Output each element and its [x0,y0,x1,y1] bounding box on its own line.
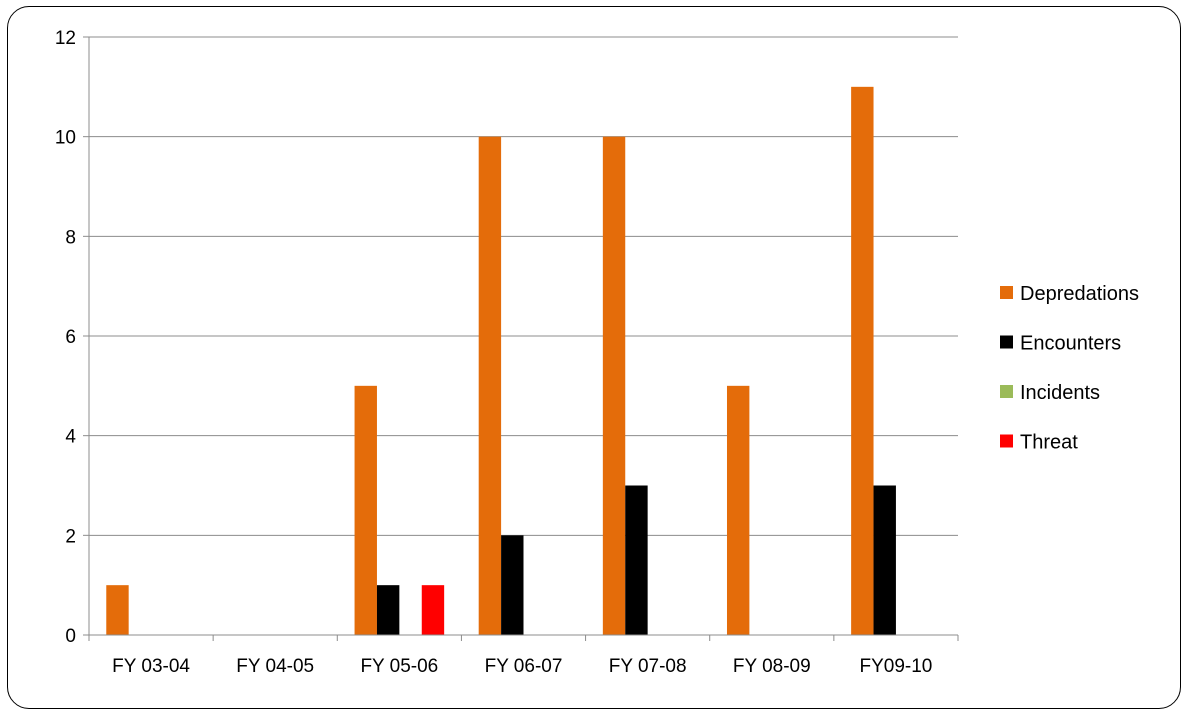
bar-depredations-4 [602,136,626,635]
legend-label-incidents: Incidents [1020,382,1100,404]
legend-swatch-threat [1000,434,1013,448]
x-tick-label: FY 05-06 [360,656,438,677]
legend-label-threat: Threat [1020,432,1078,454]
bar-depredations-2 [354,385,377,635]
y-tick-label: 10 [55,128,76,149]
x-tick-label: FY 08-09 [733,656,811,677]
gridlines [89,36,958,536]
legend-swatch-encounters [1000,335,1013,349]
legend-swatch-depredations [1000,286,1013,299]
bar-encounters-3 [501,535,524,635]
x-tick-label: FY 03-04 [112,656,190,677]
bar-depredations-6 [851,86,874,636]
axes: 0 2 4 6 8 10 12 FY 03-04 FY 04-05 FY 05-06 FY 06-0… [55,28,959,677]
legend-label-encounters: Encounters [1020,333,1121,355]
bar-threat-2 [421,585,445,635]
y-tick-label: 4 [65,427,76,448]
y-tick-label: 2 [65,526,76,547]
legend-label-depredations: Depredations [1020,283,1139,305]
bar-depredations-3 [478,136,502,635]
x-tick-label: FY09-10 [859,656,932,677]
bar-depredations-5 [726,385,750,635]
bar-encounters-4 [625,485,648,635]
legend-swatch-incidents [1000,385,1013,398]
y-tick-label: 8 [65,227,76,248]
y-tick-label: 12 [55,28,76,49]
bar-depredations-0 [106,585,129,635]
bar-encounters-6 [873,485,896,635]
y-tick-label: 0 [65,626,76,647]
bar-encounters-2 [376,585,400,635]
legend: Depredations Encounters Incidents Threat [1000,283,1139,454]
x-tick-label: FY 06-07 [485,656,563,677]
bars [106,86,896,636]
y-tick-label: 6 [65,327,76,348]
x-tick-label: FY 04-05 [236,656,314,677]
x-tick-label: FY 07-08 [609,656,687,677]
chart-frame [7,6,1181,709]
